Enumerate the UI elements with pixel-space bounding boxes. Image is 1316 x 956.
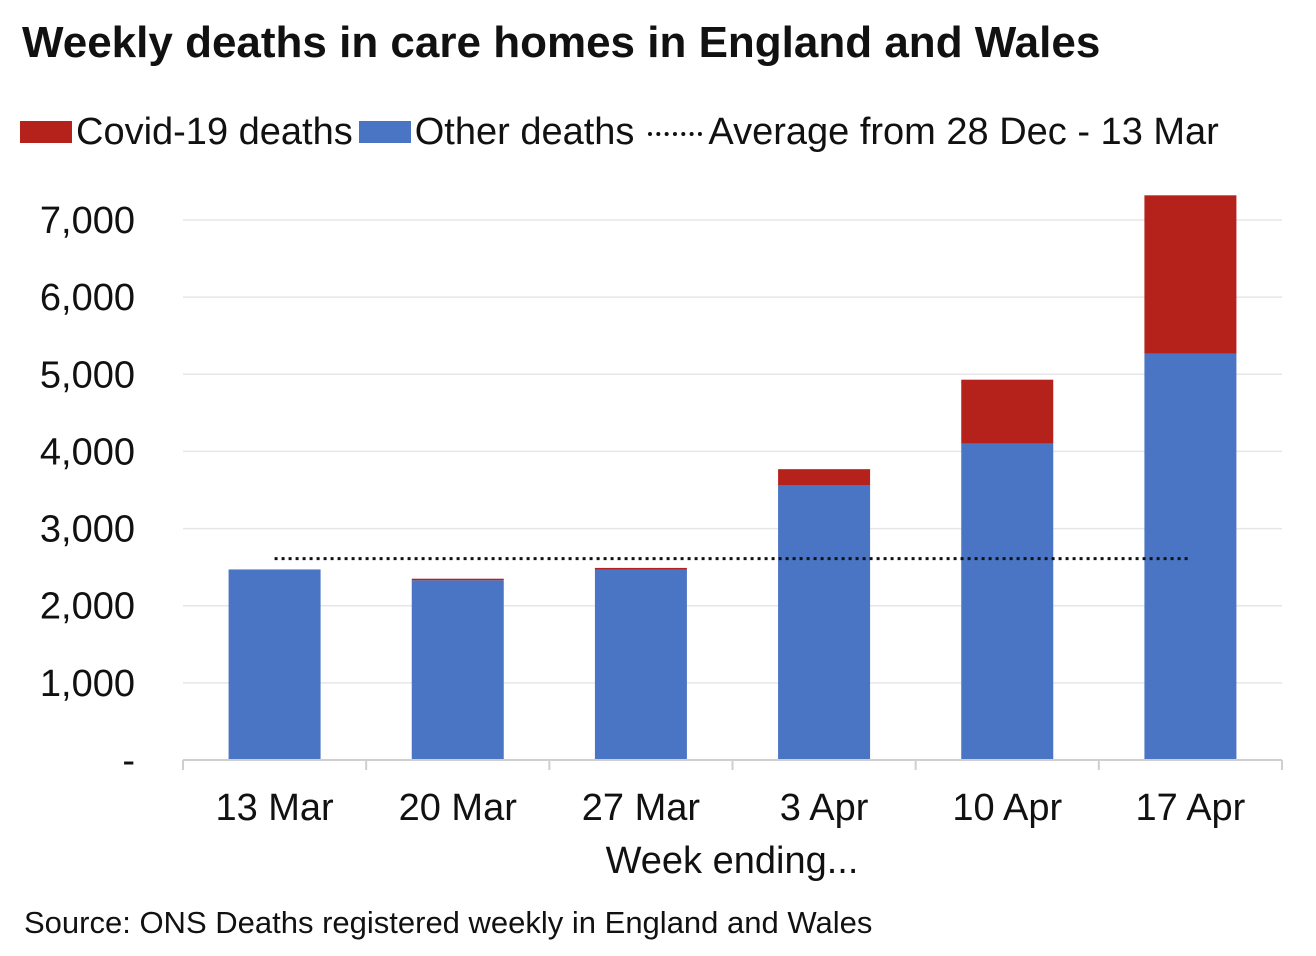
y-tick-label: 5,000 — [40, 354, 135, 396]
bar-other-deaths — [594, 569, 687, 760]
bar-covid-deaths — [961, 379, 1054, 444]
chart-plot: - 1,000 2,000 3,000 4,000 5,000 6,000 7,000 13 … — [40, 195, 1283, 882]
legend-label-average: Average from 28 Dec - 13 Mar — [708, 110, 1219, 153]
legend-item-covid: Covid-19 deaths — [20, 111, 353, 154]
y-tick-label: 3,000 — [40, 509, 135, 551]
x-tick-label: 10 Apr — [952, 787, 1062, 829]
y-tick-label: 2,000 — [40, 586, 135, 628]
legend-swatch-covid — [20, 121, 72, 143]
legend-label-covid: Covid-19 deaths — [76, 110, 353, 153]
bar-covid-deaths — [594, 567, 687, 570]
chart-title: Weekly deaths in care homes in England a… — [22, 18, 1101, 67]
y-tick-label: 4,000 — [40, 431, 135, 473]
y-tick-labels: - 1,000 2,000 3,000 4,000 5,000 6,000 7,000 — [40, 200, 135, 782]
bar-covid-deaths — [411, 578, 504, 581]
y-tick-label: 7,000 — [40, 200, 135, 242]
bar-other-deaths — [228, 569, 321, 760]
x-tick-label: 17 Apr — [1135, 787, 1245, 829]
x-tick-label: 13 Mar — [215, 787, 334, 829]
legend-swatch-other — [358, 121, 411, 143]
bar-other-deaths — [1144, 353, 1237, 760]
x-axis-label: Week ending... — [606, 840, 859, 882]
x-tick-label: 27 Mar — [582, 787, 701, 829]
x-tick-labels: 13 Mar 20 Mar 27 Mar 3 Apr 10 Apr 17 Apr — [215, 787, 1245, 829]
axis-layer — [182, 759, 1283, 770]
x-tick-label: 3 Apr — [780, 787, 869, 829]
legend-item-average: Average from 28 Dec - 13 Mar — [640, 110, 1219, 154]
bar-other-deaths — [411, 580, 504, 760]
legend-label-other: Other deaths — [414, 110, 635, 153]
chart-legend: Covid-19 deaths Other deaths Average fro… — [20, 108, 1219, 156]
bar-covid-deaths — [778, 469, 871, 486]
bar-other-deaths — [961, 443, 1054, 760]
y-tick-label: 1,000 — [40, 663, 135, 705]
x-tick-label: 20 Mar — [399, 787, 518, 829]
legend-swatch-average — [648, 132, 703, 136]
y-tick-label: 6,000 — [40, 277, 135, 319]
bar-other-deaths — [778, 485, 871, 760]
legend-item-other: Other deaths — [358, 110, 635, 154]
grid-lines — [183, 219, 1282, 684]
bar-layer — [228, 195, 1237, 760]
source-note: Source: ONS Deaths registered weekly in … — [24, 905, 873, 940]
bar-covid-deaths — [1144, 195, 1237, 354]
y-tick-label: - — [122, 740, 135, 782]
